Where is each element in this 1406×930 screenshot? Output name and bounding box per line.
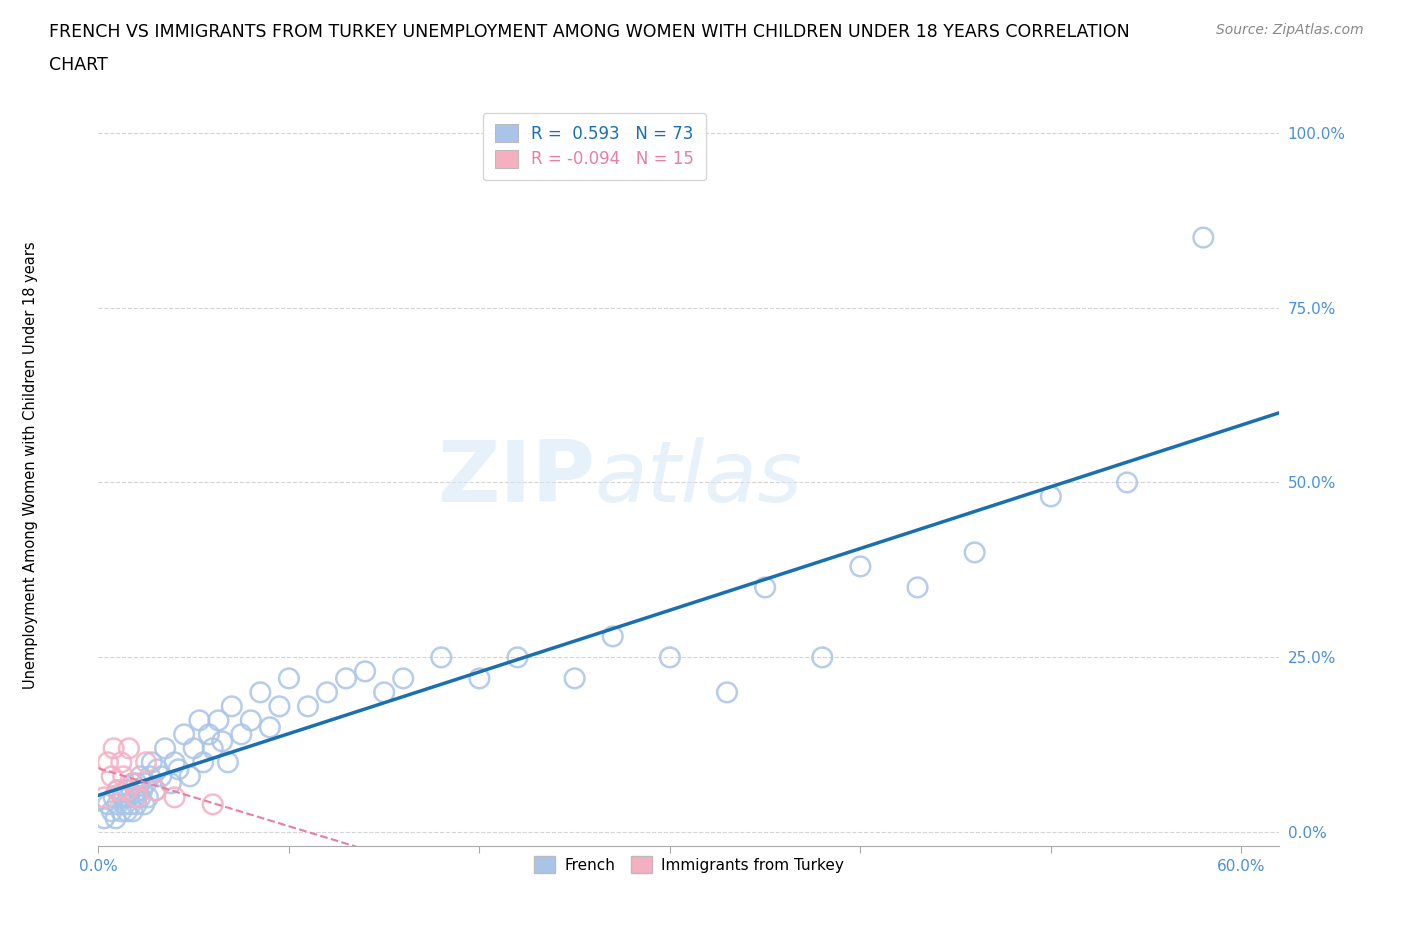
- Point: [114, 797, 136, 812]
- Point: [221, 699, 243, 714]
- Text: CHART: CHART: [49, 56, 108, 73]
- Point: [963, 545, 986, 560]
- Point: [259, 720, 281, 735]
- Point: [121, 804, 143, 818]
- Point: [239, 713, 262, 728]
- Point: [136, 790, 159, 804]
- Point: [104, 811, 127, 826]
- Point: [115, 783, 138, 798]
- Point: [316, 684, 339, 699]
- Point: [103, 790, 125, 804]
- Point: [93, 811, 115, 826]
- Point: [145, 783, 167, 798]
- Point: [269, 699, 291, 714]
- Point: [468, 671, 491, 685]
- Point: [335, 671, 357, 685]
- Text: FRENCH VS IMMIGRANTS FROM TURKEY UNEMPLOYMENT AMONG WOMEN WITH CHILDREN UNDER 18: FRENCH VS IMMIGRANTS FROM TURKEY UNEMPLO…: [49, 23, 1130, 41]
- Point: [134, 797, 156, 812]
- Point: [163, 755, 186, 770]
- Point: [93, 790, 115, 804]
- Point: [115, 783, 138, 798]
- Point: [1039, 489, 1062, 504]
- Point: [145, 783, 167, 798]
- Point: [107, 797, 129, 812]
- Text: Unemployment Among Women with Children Under 18 years: Unemployment Among Women with Children U…: [24, 241, 38, 689]
- Point: [121, 776, 143, 790]
- Text: atlas: atlas: [595, 437, 803, 521]
- Point: [135, 755, 157, 770]
- Point: [754, 580, 776, 595]
- Point: [658, 650, 681, 665]
- Point: [100, 769, 122, 784]
- Point: [849, 559, 872, 574]
- Point: [506, 650, 529, 665]
- Point: [297, 699, 319, 714]
- Point: [249, 684, 271, 699]
- Point: [97, 755, 120, 770]
- Text: Source: ZipAtlas.com: Source: ZipAtlas.com: [1216, 23, 1364, 37]
- Point: [100, 804, 122, 818]
- Point: [211, 734, 233, 749]
- Text: ZIP: ZIP: [437, 437, 595, 521]
- Legend: French, Immigrants from Turkey: French, Immigrants from Turkey: [527, 850, 851, 879]
- Point: [103, 741, 125, 756]
- Point: [110, 804, 132, 818]
- Point: [392, 671, 415, 685]
- Point: [354, 664, 377, 679]
- Point: [120, 797, 142, 812]
- Point: [115, 804, 138, 818]
- Point: [163, 790, 186, 804]
- Point: [141, 755, 163, 770]
- Point: [118, 741, 141, 756]
- Point: [118, 790, 141, 804]
- Point: [124, 790, 146, 804]
- Point: [150, 769, 173, 784]
- Point: [277, 671, 299, 685]
- Point: [198, 727, 221, 742]
- Point: [125, 790, 148, 804]
- Point: [907, 580, 929, 595]
- Point: [1192, 230, 1215, 245]
- Point: [121, 776, 143, 790]
- Point: [131, 783, 153, 798]
- Point: [201, 797, 224, 812]
- Point: [430, 650, 453, 665]
- Point: [107, 783, 129, 798]
- Point: [183, 741, 205, 756]
- Point: [159, 776, 181, 790]
- Point: [207, 713, 229, 728]
- Point: [602, 629, 624, 644]
- Point: [201, 741, 224, 756]
- Point: [1116, 475, 1139, 490]
- Point: [127, 783, 149, 798]
- Point: [110, 755, 132, 770]
- Point: [173, 727, 195, 742]
- Point: [167, 762, 190, 777]
- Point: [107, 783, 129, 798]
- Point: [231, 727, 253, 742]
- Point: [217, 755, 239, 770]
- Point: [811, 650, 834, 665]
- Point: [564, 671, 586, 685]
- Point: [188, 713, 211, 728]
- Point: [112, 790, 135, 804]
- Point: [193, 755, 215, 770]
- Point: [129, 790, 152, 804]
- Point: [146, 762, 169, 777]
- Point: [112, 769, 135, 784]
- Point: [135, 776, 157, 790]
- Point: [125, 776, 148, 790]
- Point: [153, 741, 176, 756]
- Point: [139, 769, 162, 784]
- Point: [97, 797, 120, 812]
- Point: [179, 769, 201, 784]
- Point: [716, 684, 738, 699]
- Point: [129, 769, 152, 784]
- Point: [125, 797, 148, 812]
- Point: [373, 684, 395, 699]
